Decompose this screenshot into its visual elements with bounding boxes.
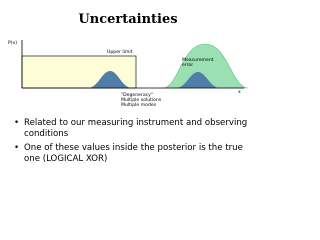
degeneracy-label: Multiple solutions: [121, 97, 162, 103]
measurement-error-label: Measurement: [182, 57, 214, 63]
bullet: Related to our measuring instrument and …: [14, 118, 250, 139]
diagram: P(x) x Upper limit Measurement error "De…: [8, 40, 249, 108]
upper-limit-label: Upper limit: [107, 49, 133, 55]
page: {"header": {"title": "Uncertainties"}, "…: [0, 0, 256, 192]
measurement-error-curve: [162, 43, 249, 89]
degeneracy-mode: [88, 71, 132, 88]
bullet: One of these values inside the posterior…: [14, 143, 250, 164]
degeneracy-label: "Degeneracy": [121, 92, 153, 98]
slide: Uncertainties P(x) x Upper limit Measure…: [0, 0, 256, 192]
measurement-error-label: error: [182, 62, 193, 68]
measurement-mode: [176, 72, 220, 88]
degeneracy-label: Multiple modes: [121, 102, 157, 108]
bullet-list: Related to our measuring instrument and …: [14, 118, 250, 168]
y-axis-label: P(x): [8, 40, 17, 46]
x-axis-label: x: [238, 90, 241, 95]
slide-title: Uncertainties: [78, 12, 178, 27]
